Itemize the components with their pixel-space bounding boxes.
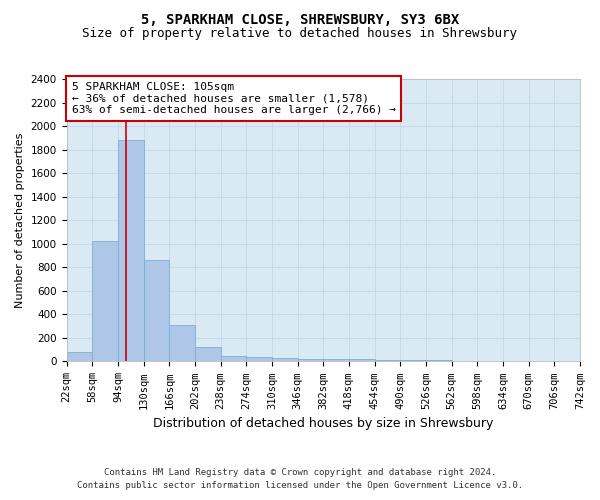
Bar: [92, 242, 118, 362]
Bar: [118, 140, 143, 362]
Bar: [169, 325, 195, 362]
X-axis label: Distribution of detached houses by size in Shrewsbury: Distribution of detached houses by size …: [153, 417, 493, 430]
Text: Contains public sector information licensed under the Open Government Licence v3: Contains public sector information licen…: [77, 482, 523, 490]
Text: Size of property relative to detached houses in Shrewsbury: Size of property relative to detached ho…: [83, 28, 517, 40]
Bar: [452, 360, 478, 362]
Y-axis label: Number of detached properties: Number of detached properties: [15, 132, 25, 308]
Bar: [272, 358, 298, 362]
Text: 5, SPARKHAM CLOSE, SHREWSBURY, SY3 6BX: 5, SPARKHAM CLOSE, SHREWSBURY, SY3 6BX: [141, 12, 459, 26]
Bar: [400, 360, 426, 362]
Bar: [374, 360, 400, 362]
Text: Contains HM Land Registry data © Crown copyright and database right 2024.: Contains HM Land Registry data © Crown c…: [104, 468, 496, 477]
Bar: [246, 358, 272, 362]
Bar: [349, 360, 374, 362]
Bar: [143, 260, 169, 362]
Bar: [298, 358, 323, 362]
Bar: [478, 360, 503, 362]
Bar: [426, 360, 452, 362]
Text: 5 SPARKHAM CLOSE: 105sqm
← 36% of detached houses are smaller (1,578)
63% of sem: 5 SPARKHAM CLOSE: 105sqm ← 36% of detach…: [71, 82, 395, 115]
Bar: [67, 352, 92, 362]
Bar: [323, 359, 349, 362]
Bar: [195, 348, 221, 362]
Bar: [221, 356, 246, 362]
